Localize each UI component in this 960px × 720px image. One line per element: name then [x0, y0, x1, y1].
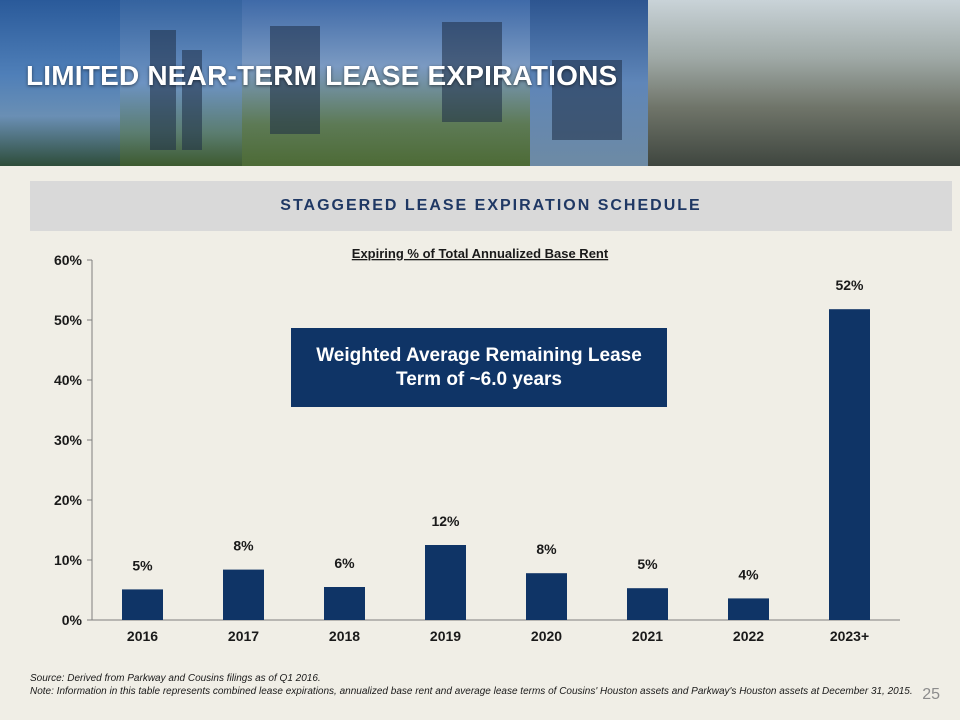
data-labels: 5% 8% 6% 12% 8% 5% 4% 52%	[132, 277, 864, 582]
y-tick-label: 60%	[54, 252, 83, 268]
y-tick-label: 30%	[54, 432, 83, 448]
page-title: LIMITED NEAR-TERM LEASE EXPIRATIONS	[26, 60, 618, 91]
x-tick-label: 2023+	[830, 628, 869, 644]
x-tick-label: 2016	[127, 628, 158, 644]
chart-title: Expiring % of Total Annualized Base Rent	[352, 246, 609, 261]
y-tick-label: 10%	[54, 552, 83, 568]
x-tick-label: 2019	[430, 628, 461, 644]
banner-photo-reflecting-pool	[0, 0, 120, 166]
y-tick-label: 20%	[54, 492, 83, 508]
data-label-2018: 6%	[334, 555, 355, 571]
weighted-average-lease-term-callout: Weighted Average Remaining Lease Term of…	[291, 328, 667, 407]
page-number: 25	[922, 686, 940, 703]
bar-2021	[627, 588, 668, 620]
x-tick-label: 2021	[632, 628, 663, 644]
data-label-2021: 5%	[637, 556, 658, 572]
y-tick-label: 40%	[54, 372, 83, 388]
bar-2023+	[829, 309, 870, 620]
bar-2018	[324, 587, 365, 620]
bar-2020	[526, 573, 567, 620]
footnote-source: Source: Derived from Parkway and Cousins…	[30, 673, 321, 684]
header-banner: LIMITED NEAR-TERM LEASE EXPIRATIONS	[0, 0, 960, 166]
x-tick-label: 2022	[733, 628, 764, 644]
banner-photo-office-towers	[120, 0, 242, 166]
bar-2017	[223, 569, 264, 620]
data-label-2016: 5%	[132, 557, 153, 573]
data-label-2019: 12%	[431, 513, 460, 529]
x-tick-label: 2020	[531, 628, 562, 644]
section-title: STAGGERED LEASE EXPIRATION SCHEDULE	[280, 197, 702, 214]
section-header-bar: STAGGERED LEASE EXPIRATION SCHEDULE	[30, 181, 952, 231]
data-label-2023+: 52%	[835, 277, 864, 293]
bar-series	[122, 309, 870, 620]
bar-2016	[122, 589, 163, 620]
x-axis: 2016 2017 2018 2019 2020 2021 2022 2023+	[92, 619, 900, 644]
banner-photo-building-facade	[530, 0, 648, 166]
y-axis: 0% 10% 20% 30% 40% 50% 60%	[54, 252, 93, 628]
bar-2022	[728, 598, 769, 620]
lease-expiration-bar-chart: Expiring % of Total Annualized Base Rent…	[54, 246, 900, 644]
x-tick-label: 2018	[329, 628, 360, 644]
banner-photo-atrium-food-court	[648, 0, 960, 166]
y-tick-label: 50%	[54, 312, 83, 328]
y-tick-label: 0%	[62, 612, 83, 628]
banner-photo-campus-aerial	[242, 0, 530, 166]
data-label-2022: 4%	[738, 566, 759, 582]
footnote-note: Note: Information in this table represen…	[30, 686, 913, 697]
data-label-2020: 8%	[536, 541, 557, 557]
x-tick-label: 2017	[228, 628, 259, 644]
data-label-2017: 8%	[233, 538, 254, 554]
bar-2019	[425, 545, 466, 620]
